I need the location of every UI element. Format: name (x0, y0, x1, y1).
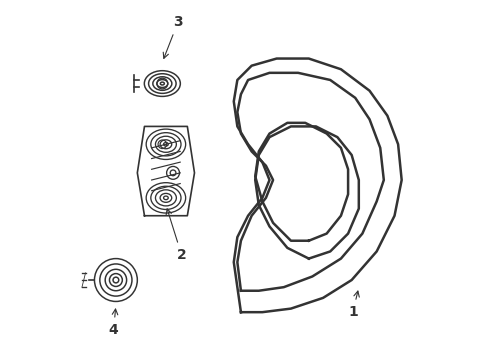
Text: 1: 1 (347, 291, 359, 319)
Text: 3: 3 (163, 15, 183, 58)
Text: 2: 2 (166, 209, 186, 262)
Text: 4: 4 (108, 309, 118, 337)
